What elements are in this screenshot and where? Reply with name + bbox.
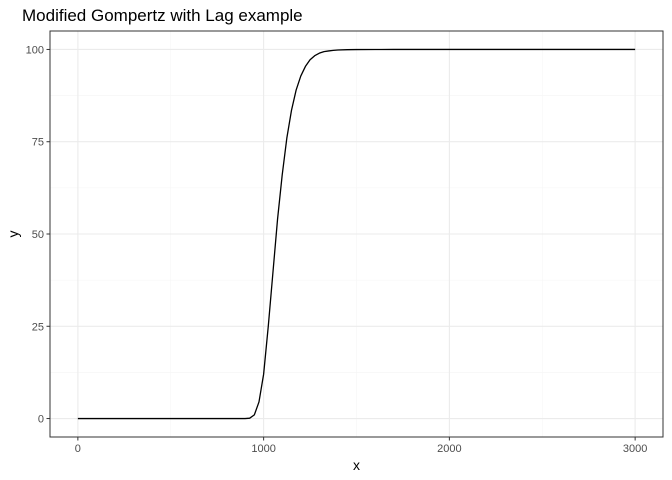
x-axis: 0 1000 2000 3000 [75, 437, 647, 455]
y-tick-label: 50 [32, 229, 44, 241]
series-layer [77, 48, 636, 420]
chart-title: Modified Gompertz with Lag example [22, 6, 303, 25]
x-tick-label: 2000 [437, 443, 461, 455]
y-tick-label: 25 [32, 321, 44, 333]
y-tick-label: 0 [38, 414, 44, 426]
y-tick-label: 100 [26, 44, 44, 56]
x-axis-title: x [353, 457, 360, 473]
y-tick-label: 75 [32, 137, 44, 149]
y-axis: 0 25 50 75 100 [26, 44, 50, 426]
x-tick-label: 1000 [251, 443, 275, 455]
x-tick-label: 3000 [623, 443, 647, 455]
grid-minor-lines [50, 31, 663, 437]
x-tick-label: 0 [75, 443, 81, 455]
y-axis-title: y [5, 231, 21, 238]
series-line [77, 48, 636, 420]
